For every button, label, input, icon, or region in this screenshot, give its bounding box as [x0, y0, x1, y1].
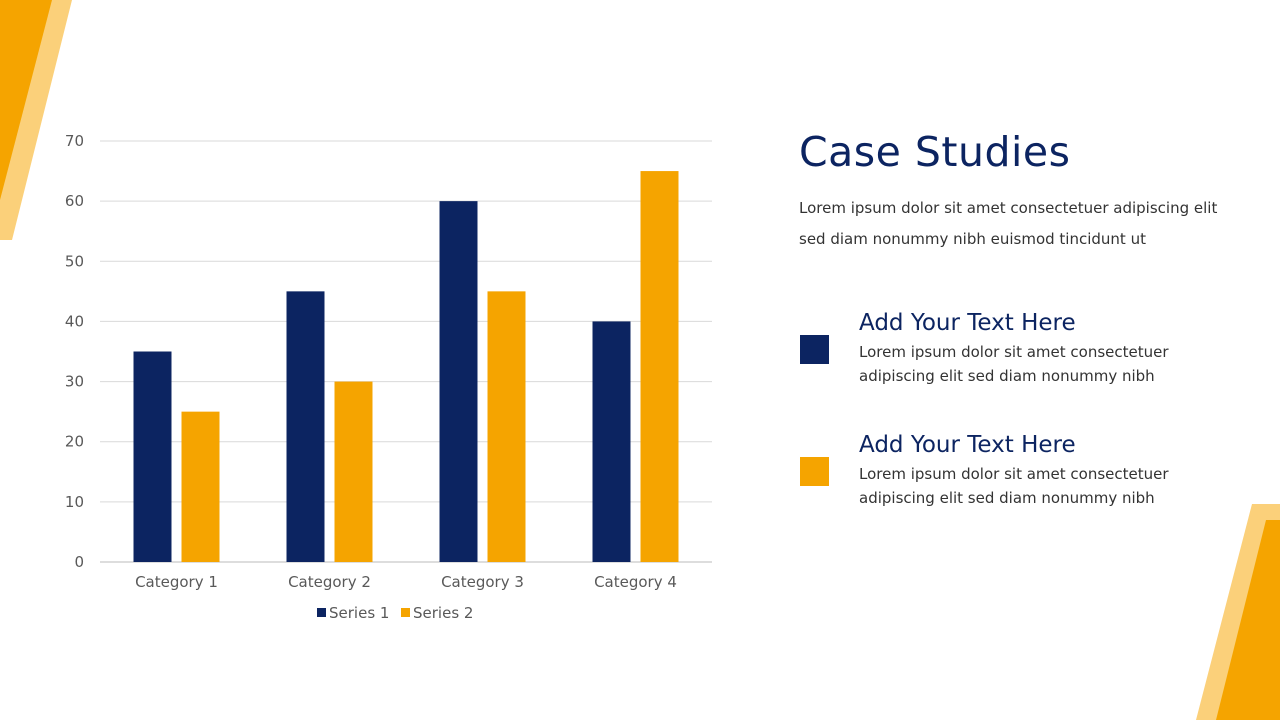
page-title: Case Studies: [799, 128, 1071, 176]
text-item-2: Add Your Text Here Lorem ipsum dolor sit…: [859, 432, 1199, 510]
y-tick-label: 50: [65, 252, 84, 270]
navy-marker: [800, 335, 829, 364]
y-tick-label: 30: [65, 373, 84, 391]
y-tick-label: 40: [65, 312, 84, 330]
description: Lorem ipsum dolor sit amet consectetuer …: [799, 199, 1218, 248]
bar-series-2: [181, 411, 220, 562]
x-tick-label: Category 1: [135, 573, 218, 591]
item-title: Add Your Text Here: [859, 310, 1076, 336]
item-title: Add Your Text Here: [859, 432, 1076, 458]
y-tick-label: 20: [65, 433, 84, 451]
x-tick-label: Category 4: [594, 573, 677, 591]
y-tick-label: 10: [65, 493, 84, 511]
item-text: Lorem ipsum dolor sit amet consectetuer …: [859, 465, 1169, 507]
bar-series-1: [592, 321, 631, 562]
y-tick-label: 60: [65, 192, 84, 210]
bar-series-2: [640, 171, 679, 563]
bar-series-1: [439, 201, 478, 562]
bar-series-1: [133, 351, 172, 562]
bottom-right-dark-stripe: [1216, 520, 1280, 720]
item-text: Lorem ipsum dolor sit amet consectetuer …: [859, 343, 1169, 385]
legend-swatch: [317, 608, 326, 617]
legend-label: Series 2: [413, 604, 473, 622]
x-tick-label: Category 2: [288, 573, 371, 591]
text-item-1: Add Your Text Here Lorem ipsum dolor sit…: [859, 310, 1199, 388]
y-tick-label: 0: [74, 553, 84, 571]
x-tick-label: Category 3: [441, 573, 524, 591]
orange-marker: [800, 457, 829, 486]
bar-chart: 0 10 20 30 40 50 60 70 Category 1 Category 2 Categ…: [65, 132, 712, 622]
y-tick-label: 70: [65, 132, 84, 150]
legend-label: Series 1: [329, 604, 389, 622]
bar-series-1: [286, 291, 325, 562]
bar-series-2: [334, 381, 373, 562]
bar-series-2: [487, 291, 526, 562]
top-left-dark-stripe: [0, 0, 52, 200]
legend-swatch: [401, 608, 410, 617]
